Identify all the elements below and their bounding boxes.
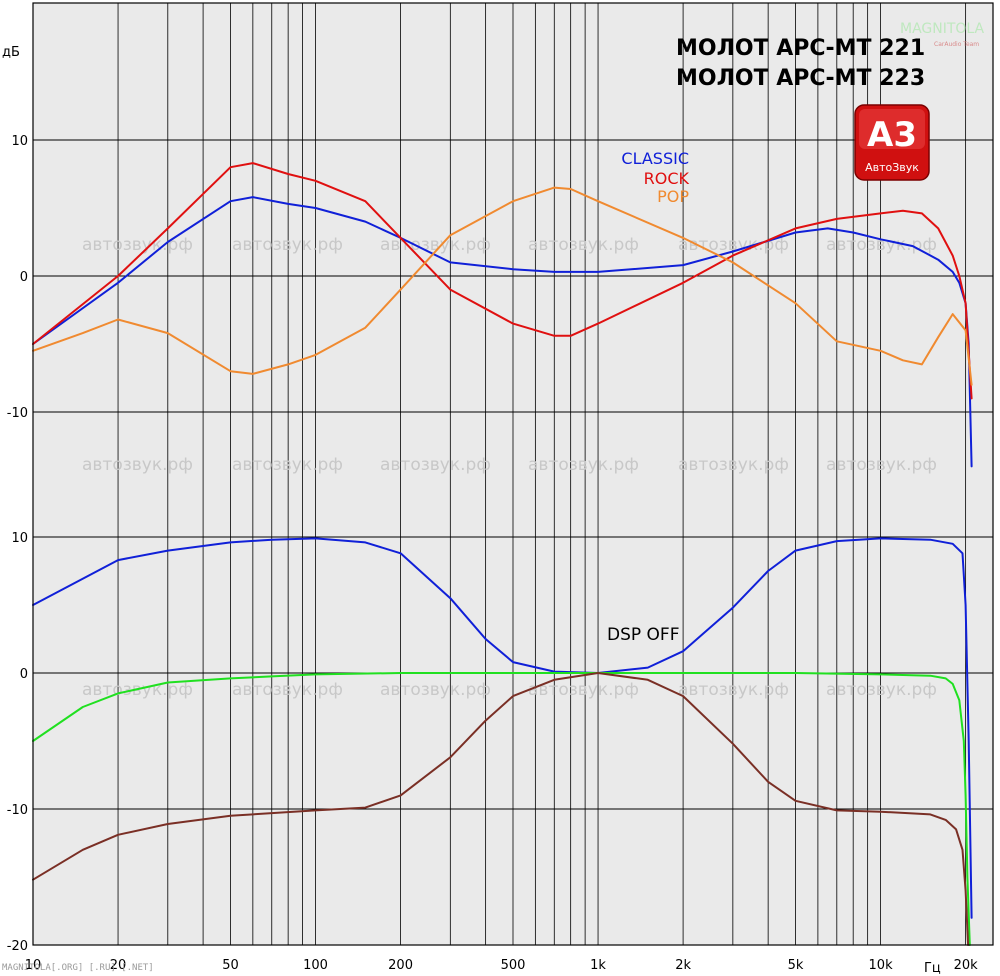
watermark-text: автозвук.рф (380, 235, 491, 255)
legend-classic: CLASSIC (621, 149, 689, 168)
y-tick-label: -10 (7, 406, 28, 421)
x-tick-label: 500 (501, 958, 526, 973)
series-classic (32, 196, 973, 468)
series-line (32, 672, 971, 946)
x-axis-label: Гц (924, 961, 941, 976)
series-rock (32, 162, 973, 400)
watermark-text: автозвук.рф (232, 680, 343, 700)
footer-text: MAGNITOLA[.ORG] [.RU] [.NET] (2, 963, 154, 973)
y-tick-label: 0 (20, 270, 28, 285)
watermark-text: автозвук.рф (826, 680, 937, 700)
watermark-text: автозвук.рф (82, 235, 193, 255)
chart-title-line1: МОЛОТ АРС-МТ 221 (676, 36, 925, 61)
watermark-text: автозвук.рф (678, 455, 789, 475)
watermark-text: автозвук.рф (826, 235, 937, 255)
series-pop (32, 186, 973, 386)
brand-name: MAGNITOLA (900, 21, 985, 37)
x-tick-label: 1k (590, 958, 606, 973)
brand-mark: MAGNITOLA CarAudio Team (900, 21, 985, 48)
brand-subtitle: CarAudio Team (934, 41, 979, 48)
logo-text: АвтоЗвук (865, 161, 919, 174)
x-tick-label: 100 (303, 958, 328, 973)
watermark-text: автозвук.рф (528, 235, 639, 255)
watermark-text: автозвук.рф (528, 680, 639, 700)
x-tick-label: 200 (388, 958, 413, 973)
x-tick-label: 10k (869, 958, 894, 973)
legend: CLASSIC ROCK POP (621, 149, 689, 206)
y-tick-label: -10 (7, 803, 28, 818)
watermark-text: автозвук.рф (528, 455, 639, 475)
watermark-text: автозвук.рф (380, 680, 491, 700)
dsp-off-annotation: DSP OFF (607, 625, 679, 645)
y-tick-label: 10 (11, 134, 28, 149)
legend-pop: POP (657, 187, 689, 206)
y-tick-label: 0 (20, 667, 28, 682)
watermark-text: автозвук.рф (82, 455, 193, 475)
x-tick-label: 50 (222, 958, 239, 973)
plot-border (32, 2, 994, 946)
y-axis-label: дБ (2, 45, 20, 60)
x-tick-label: 20 (110, 958, 127, 973)
x-tick-label: 5k (788, 958, 804, 973)
chart-title-line2: МОЛОТ АРС-МТ 223 (676, 66, 925, 91)
x-tick-label: 2k (675, 958, 691, 973)
watermark-text: автозвук.рф (232, 455, 343, 475)
watermark-text: автозвук.рф (380, 455, 491, 475)
series-line (32, 537, 973, 919)
watermark-text: автозвук.рф (678, 680, 789, 700)
watermark-text: автозвук.рф (232, 235, 343, 255)
az-logo: A3 АвтоЗвук (854, 104, 930, 181)
series-line (32, 672, 970, 946)
y-tick-label: -20 (7, 939, 28, 954)
x-tick-label: 20k (954, 958, 979, 973)
legend-rock: ROCK (644, 169, 690, 188)
logo-mark: A3 (867, 115, 917, 155)
x-tick-label: 10 (25, 958, 42, 973)
watermark-text: автозвук.рф (826, 455, 937, 475)
y-tick-label: 10 (11, 531, 28, 546)
series-layer (32, 162, 973, 946)
